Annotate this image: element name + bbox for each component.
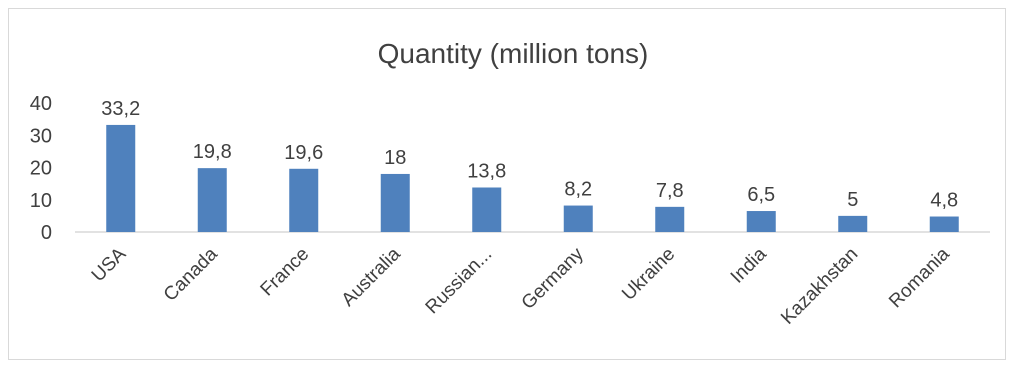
chart-frame	[8, 8, 1006, 360]
bar	[563, 205, 593, 232]
category-label: Germany	[518, 243, 588, 313]
data-label: 8,2	[564, 179, 592, 201]
bar	[746, 211, 776, 232]
category-label: Ukraine	[618, 244, 679, 305]
y-tick-label: 30	[30, 125, 52, 147]
category-label: Romania	[885, 243, 954, 312]
category-label: Canada	[160, 243, 222, 305]
data-label: 6,5	[747, 184, 775, 206]
data-label: 5	[847, 189, 858, 211]
category-label: India	[727, 243, 771, 287]
bar	[838, 215, 868, 232]
bar	[380, 173, 410, 232]
data-label: 13,8	[467, 160, 506, 182]
bar	[197, 168, 227, 232]
chart-title: Quantity (million tons)	[378, 38, 649, 69]
data-label: 7,8	[656, 180, 684, 202]
data-label: 19,6	[284, 142, 323, 164]
category-label: USA	[88, 243, 131, 286]
y-tick-label: 10	[30, 190, 52, 212]
bars	[106, 124, 959, 232]
data-label: 33,2	[101, 98, 140, 120]
category-label: Australia	[338, 243, 405, 310]
bar	[655, 206, 685, 232]
y-tick-label: 20	[30, 158, 52, 180]
bar	[929, 216, 959, 232]
data-labels: 33,2 19,8 19,6 18 13,8 8,2 7,8 6,5 5 4,8	[101, 98, 958, 212]
y-tick-label: 40	[30, 93, 52, 115]
category-label: Kazakhstan	[777, 244, 862, 329]
category-label: France	[257, 244, 314, 301]
data-label: 4,8	[930, 190, 958, 212]
data-label: 18	[384, 147, 406, 169]
bar	[106, 124, 136, 232]
data-label: 19,8	[193, 141, 232, 163]
category-label: Russian...	[422, 244, 497, 319]
y-tick-label: 0	[41, 222, 52, 244]
category-labels: USA Canada France Australia Russian... German…	[88, 243, 954, 328]
bar	[472, 187, 502, 232]
bar	[289, 168, 319, 232]
y-axis: 0 10 20 30 40	[30, 93, 52, 244]
